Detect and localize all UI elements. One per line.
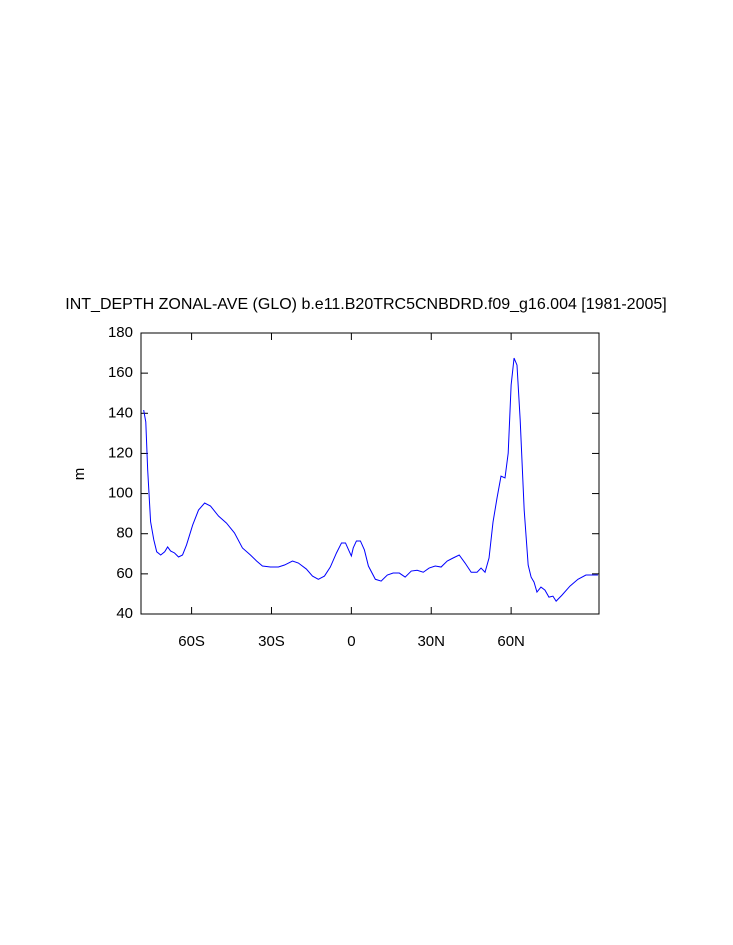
x-tick-label: 30N (417, 633, 445, 650)
chart-title: INT_DEPTH ZONAL-AVE (GLO) b.e11.B20TRC5C… (65, 296, 666, 313)
x-tick-label: 60S (178, 633, 205, 650)
x-tick-label: 30S (258, 633, 285, 650)
y-tick-label: 100 (108, 485, 133, 502)
y-tick-label: 80 (116, 525, 133, 542)
y-tick-label: 40 (116, 605, 133, 622)
y-tick-label: 160 (108, 364, 133, 381)
x-tick-label: 60N (497, 633, 525, 650)
y-tick-label: 180 (108, 324, 133, 341)
y-tick-label: 140 (108, 404, 133, 421)
y-axis-label: m (71, 468, 88, 481)
x-tick-label: 0 (347, 633, 355, 650)
plot-frame (140, 332, 600, 615)
y-tick-label: 60 (116, 565, 133, 582)
y-tick-label: 120 (108, 444, 133, 461)
data-line (143, 357, 598, 602)
